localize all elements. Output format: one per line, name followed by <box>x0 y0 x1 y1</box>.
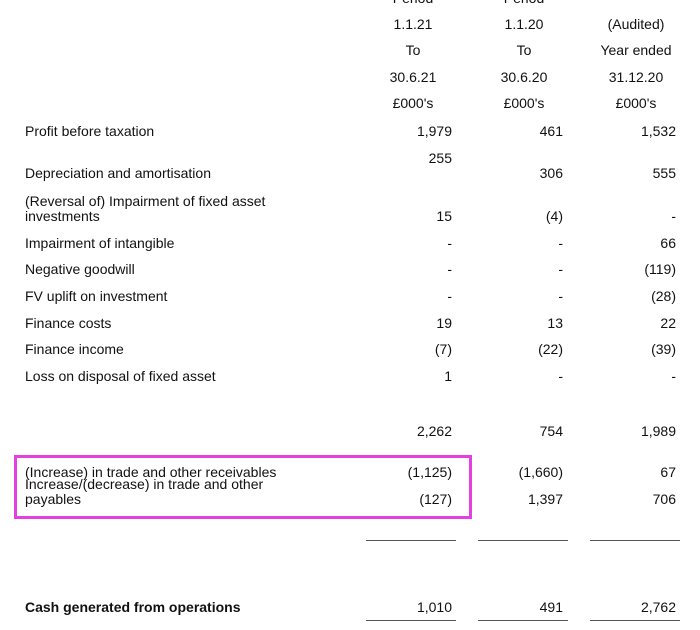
row-label: Increase/(decrease) in trade and other p… <box>25 476 264 507</box>
cell-value: (127) <box>419 491 452 507</box>
column-header: Year ended <box>600 42 672 59</box>
cell-value: - <box>558 261 563 277</box>
cell-value: 67 <box>660 464 676 480</box>
cell-value: 491 <box>539 599 563 615</box>
cell-value: (22) <box>538 341 563 357</box>
cell-value: - <box>447 261 452 277</box>
cell-value: 15 <box>436 208 452 224</box>
row-label: (Increase) in trade and other receivable… <box>25 464 277 480</box>
rule-line <box>366 540 456 541</box>
cell-value: 1,979 <box>416 123 452 139</box>
cell-value: - <box>558 368 563 384</box>
highlight-box <box>14 455 472 519</box>
column-header: £000's <box>392 95 434 111</box>
cell-value: 19 <box>436 315 452 331</box>
cell-value: 2,762 <box>640 599 676 615</box>
cell-value: - <box>558 235 563 251</box>
cell-value: 255 <box>428 150 452 166</box>
row-label: Negative goodwill <box>25 261 135 277</box>
cell-value: 306 <box>539 165 563 181</box>
column-header: Period <box>348 0 478 6</box>
row-label: Impairment of intangible <box>25 235 175 251</box>
cell-value: - <box>447 288 452 304</box>
column-header: 30.6.21 <box>389 68 437 85</box>
column-header: £000's <box>615 95 657 111</box>
row-label: Finance income <box>25 341 124 357</box>
column-header: £000's <box>503 95 545 111</box>
column-header: 30.6.20 <box>500 68 548 85</box>
cell-value: 1,397 <box>527 491 563 507</box>
cell-value: 1,989 <box>640 423 676 439</box>
cell-value: - <box>671 368 676 384</box>
cell-value: - <box>558 288 563 304</box>
cell-value: (7) <box>434 341 452 357</box>
cell-value: 13 <box>547 315 563 331</box>
row-label: (Reversal of) Impairment of fixed asset … <box>25 193 266 224</box>
rule-line <box>590 540 680 541</box>
column-header: 1.1.20 <box>504 16 544 33</box>
column-header: To <box>516 42 532 59</box>
cell-value: - <box>671 208 676 224</box>
cell-value: 1,532 <box>640 123 676 139</box>
cell-value: 1,010 <box>416 599 452 615</box>
row-label: Profit before taxation <box>25 123 155 139</box>
cell-value: (28) <box>651 288 676 304</box>
cell-value: 22 <box>660 315 676 331</box>
rule-line <box>478 620 568 621</box>
cell-value: 754 <box>539 423 563 439</box>
cell-value: 1 <box>444 368 452 384</box>
cell-value: (4) <box>545 208 563 224</box>
cell-value: 706 <box>652 491 676 507</box>
row-label: FV uplift on investment <box>25 288 168 304</box>
column-header: (Audited) <box>607 16 665 33</box>
rule-line <box>478 540 568 541</box>
row-label: Finance costs <box>25 315 112 331</box>
rule-line <box>366 620 456 621</box>
cell-value: (1,125) <box>407 464 452 480</box>
cell-value: - <box>447 235 452 251</box>
column-header: Period <box>459 0 589 6</box>
cell-value: 461 <box>539 123 563 139</box>
column-header: To <box>405 42 421 59</box>
cell-value: (1,660) <box>518 464 563 480</box>
row-label: Loss on disposal of fixed asset <box>25 368 216 384</box>
rule-line <box>590 620 680 621</box>
cell-value: 66 <box>660 235 676 251</box>
cell-value: 555 <box>652 165 676 181</box>
cell-value: (39) <box>651 341 676 357</box>
cell-value: (119) <box>644 261 676 277</box>
row-label: Depreciation and amortisation <box>25 165 211 181</box>
row-label: Cash generated from operations <box>25 599 241 615</box>
column-header: 31.12.20 <box>608 68 664 85</box>
cell-value: 2,262 <box>416 423 452 439</box>
column-header: 1.1.21 <box>393 16 433 33</box>
